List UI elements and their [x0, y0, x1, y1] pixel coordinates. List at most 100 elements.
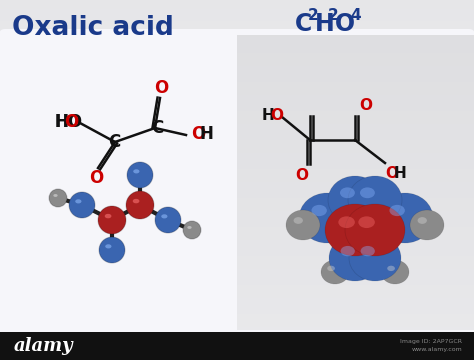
Text: H: H — [55, 113, 69, 131]
Bar — [0, 24, 474, 25]
Bar — [237, 138, 474, 139]
Bar — [237, 42, 474, 43]
Bar — [0, 167, 474, 168]
Bar — [0, 231, 474, 232]
Bar — [237, 50, 474, 51]
Bar — [0, 64, 474, 65]
Bar — [0, 163, 474, 164]
Bar — [0, 121, 474, 122]
Bar — [0, 285, 474, 286]
Bar — [237, 289, 474, 290]
Bar — [237, 47, 474, 48]
Bar — [0, 77, 474, 78]
Bar — [237, 92, 474, 93]
Text: 4: 4 — [350, 8, 361, 23]
Bar — [0, 307, 474, 308]
Bar — [237, 162, 474, 163]
Bar — [0, 86, 474, 87]
Bar — [237, 208, 474, 209]
Bar — [237, 225, 474, 226]
Bar — [237, 65, 474, 66]
Bar — [0, 189, 474, 190]
Bar — [0, 302, 474, 303]
Ellipse shape — [341, 246, 355, 256]
Bar — [237, 258, 474, 259]
Bar — [0, 172, 474, 173]
Bar — [237, 176, 474, 177]
Bar — [237, 90, 474, 91]
Bar — [0, 173, 474, 174]
Bar — [0, 118, 474, 119]
Circle shape — [183, 221, 201, 239]
Bar — [237, 130, 474, 131]
Bar — [0, 192, 474, 193]
Ellipse shape — [293, 217, 303, 224]
Bar — [237, 231, 474, 232]
Bar — [0, 37, 474, 38]
Bar — [0, 300, 474, 301]
Bar — [237, 119, 474, 120]
Bar — [0, 146, 474, 147]
Bar — [237, 288, 474, 289]
Bar — [0, 33, 474, 34]
Bar — [0, 42, 474, 43]
Bar — [0, 105, 474, 106]
Bar — [0, 303, 474, 304]
Bar — [237, 77, 474, 78]
Bar — [237, 180, 474, 181]
Bar — [0, 222, 474, 223]
Circle shape — [99, 237, 125, 263]
Bar — [0, 166, 474, 167]
Bar — [237, 265, 474, 266]
Bar — [237, 214, 474, 215]
Bar — [0, 80, 474, 81]
Bar — [237, 227, 474, 228]
Bar — [237, 280, 474, 281]
Bar — [237, 307, 474, 308]
Bar — [237, 135, 474, 136]
Bar — [237, 279, 474, 280]
Bar — [0, 140, 474, 141]
Bar — [237, 305, 474, 306]
Bar — [0, 27, 474, 28]
Bar — [237, 213, 474, 214]
Bar — [0, 46, 474, 47]
Bar — [0, 126, 474, 127]
Bar — [237, 36, 474, 37]
Bar — [237, 128, 474, 129]
Bar — [237, 313, 474, 314]
Circle shape — [126, 191, 154, 219]
Bar — [0, 180, 474, 181]
Bar — [237, 168, 474, 169]
Bar — [237, 142, 474, 143]
Bar — [0, 179, 474, 180]
Bar — [237, 285, 474, 286]
Bar — [237, 146, 474, 147]
Bar — [0, 176, 474, 177]
Bar — [237, 204, 474, 205]
Bar — [237, 70, 474, 71]
FancyBboxPatch shape — [0, 29, 474, 336]
Bar — [237, 310, 474, 311]
Bar — [0, 111, 474, 112]
Bar — [237, 193, 474, 194]
Bar — [0, 142, 474, 143]
Bar — [237, 111, 474, 112]
Bar — [0, 34, 474, 35]
Bar — [237, 124, 474, 125]
Bar — [0, 298, 474, 299]
Bar — [237, 66, 474, 67]
Bar — [237, 99, 474, 100]
Bar — [0, 106, 474, 107]
Bar — [0, 270, 474, 271]
Bar — [237, 63, 474, 64]
Bar — [237, 88, 474, 89]
Ellipse shape — [53, 194, 58, 197]
Bar — [237, 237, 474, 238]
Bar — [0, 316, 474, 317]
Bar — [0, 194, 474, 195]
Bar — [237, 254, 474, 255]
Ellipse shape — [387, 266, 395, 271]
Bar — [0, 178, 474, 179]
Ellipse shape — [340, 188, 355, 198]
